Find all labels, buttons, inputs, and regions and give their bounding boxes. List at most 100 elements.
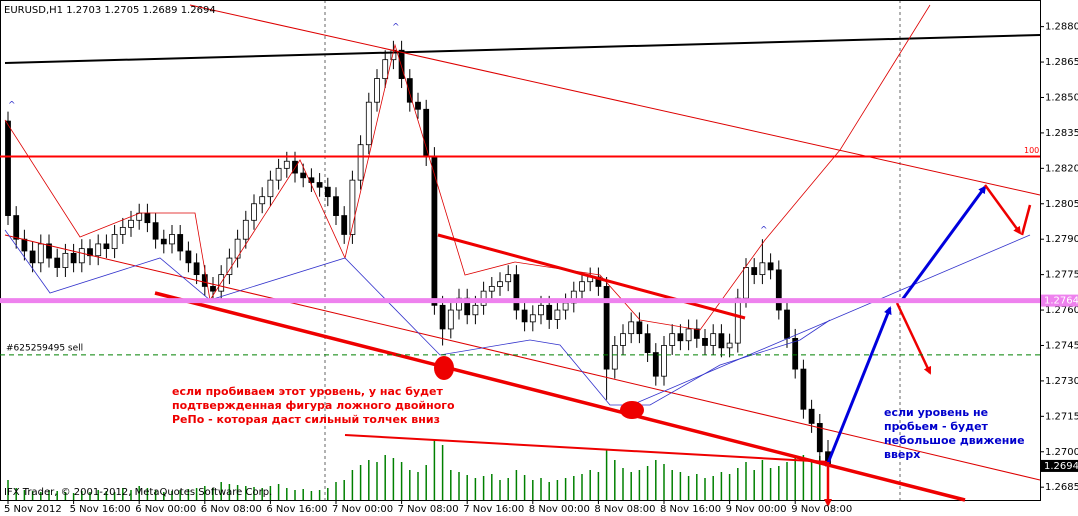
candle-body — [357, 144, 364, 181]
candle-body — [685, 328, 692, 342]
x-tick-label: 5 Nov 2012 — [4, 504, 62, 515]
candle-body — [78, 248, 85, 264]
candle-body — [70, 252, 77, 264]
candle-body — [529, 314, 536, 323]
y-tick-label: 1.2685 — [1045, 482, 1078, 493]
x-tick-label: 7 Nov 08:00 — [398, 504, 459, 515]
y-tick-label: 1.2790 — [1045, 234, 1078, 245]
annotation: РеПо - которая даст сильный толчек вниз — [172, 413, 440, 426]
candle-body — [95, 243, 102, 257]
candle-body — [644, 333, 651, 353]
candle-body — [661, 345, 667, 377]
annotation: если уровень не — [884, 406, 988, 419]
candle-body — [611, 345, 618, 370]
candle-body — [447, 309, 454, 330]
level-box — [1041, 294, 1078, 307]
y-tick-label: 1.2730 — [1045, 376, 1078, 387]
candle-body — [603, 286, 610, 370]
y-tick-label: 1.2745 — [1045, 340, 1078, 351]
candle-body — [185, 250, 192, 264]
y-tick-label: 1.2880 — [1045, 22, 1078, 33]
candle-body — [652, 352, 659, 377]
candle-body — [13, 215, 20, 240]
candle-body — [152, 222, 159, 240]
candle-body — [87, 248, 93, 257]
candle-body — [562, 302, 569, 311]
candle-body — [210, 286, 216, 292]
candle-body — [784, 309, 790, 339]
candle-body — [710, 333, 717, 346]
level-label: 100 — [1024, 146, 1039, 155]
candle-body — [201, 274, 208, 287]
candle-body — [37, 243, 44, 264]
candle-body — [472, 304, 479, 316]
candle-body — [144, 212, 151, 224]
annotation: подтвержденная фигура ложного двойного — [172, 399, 455, 412]
candle-body — [538, 304, 544, 316]
svg-text:^: ^ — [8, 101, 16, 111]
candle-body — [439, 304, 446, 330]
x-tick-label: 7 Nov 16:00 — [463, 504, 524, 515]
candle-body — [579, 281, 585, 292]
annotation: пробьем - будет — [884, 420, 989, 433]
candle-body — [242, 219, 249, 240]
annotation: небольшое движение — [884, 434, 1025, 447]
candle-body — [333, 196, 339, 216]
candles — [5, 40, 831, 500]
candle-body — [398, 49, 405, 79]
x-tick-label: 6 Nov 08:00 — [201, 504, 262, 515]
x-tick-label: 9 Nov 00:00 — [726, 504, 787, 515]
drawings: ^ ^ ^ — [4, 4, 1041, 507]
footer: IFX Trader, © 2001-2012, MetaQuotes Soft… — [4, 487, 272, 498]
candle-body — [488, 286, 495, 292]
last-price-box — [1041, 459, 1078, 472]
candle-body — [554, 309, 561, 320]
candle-body — [341, 215, 348, 235]
candle-body — [365, 101, 372, 146]
y-tick-label: 1.2835 — [1045, 128, 1078, 139]
candle-body — [5, 120, 11, 216]
candle-body — [743, 267, 749, 299]
candle-body — [382, 59, 389, 79]
candle-body — [677, 333, 684, 342]
last-price-label: 1.2694 — [1044, 461, 1078, 472]
candle-body — [775, 269, 782, 311]
candle-body — [751, 267, 758, 276]
y-tick-label: 1.2775 — [1045, 270, 1078, 281]
drawings-back — [324, 0, 901, 500]
candle-body — [324, 186, 331, 198]
y-tick-label: 1.2850 — [1045, 92, 1078, 103]
x-tick-label: 9 Nov 08:00 — [791, 504, 852, 515]
x-tick-label: 7 Nov 00:00 — [332, 504, 393, 515]
candle-body — [177, 234, 184, 252]
candle-body — [111, 234, 118, 250]
y-tick-label: 1.2760 — [1045, 305, 1078, 316]
candle-body — [620, 333, 626, 346]
candle-body — [349, 179, 356, 235]
candle-body — [702, 337, 708, 346]
svg-text:^: ^ — [392, 23, 400, 33]
candle-body — [521, 309, 528, 323]
candle-body — [693, 328, 700, 339]
candle-body — [423, 108, 430, 157]
candle-body — [169, 234, 175, 245]
candle-body — [718, 333, 725, 349]
candle-body — [497, 281, 503, 287]
candle-body — [46, 243, 52, 259]
svg-text:^: ^ — [760, 226, 768, 236]
candle-body — [119, 226, 126, 235]
annotation: вверх — [884, 448, 920, 461]
level-label: #625259495 sell — [6, 343, 83, 353]
candle-body — [505, 274, 512, 283]
candle-body — [21, 238, 28, 252]
x-tick-label: 8 Nov 16:00 — [660, 504, 721, 515]
candle-body — [636, 321, 643, 335]
candle-body — [669, 333, 676, 346]
candle-body — [259, 196, 266, 205]
candle-body — [62, 252, 69, 268]
x-tick-label: 8 Nov 00:00 — [529, 504, 590, 515]
candle-body — [808, 408, 815, 424]
candle-body — [374, 78, 380, 103]
candle-body — [767, 262, 774, 271]
